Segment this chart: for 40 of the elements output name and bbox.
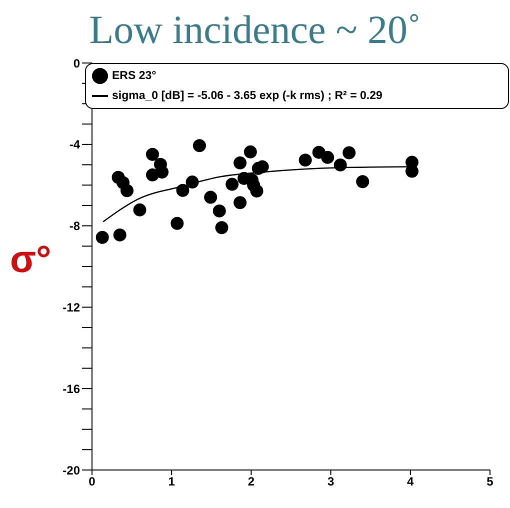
chart-title: Low incidence ~ 20˚ xyxy=(88,6,422,54)
point xyxy=(186,176,199,189)
point xyxy=(192,139,206,152)
point xyxy=(356,175,370,188)
x-tick-label: 1 xyxy=(168,474,176,489)
point xyxy=(244,145,257,158)
point xyxy=(234,156,247,170)
point xyxy=(250,184,264,198)
legend-label: ERS 23° xyxy=(112,70,156,82)
legend-label: sigma_0 [dB] = -5.06 - 3.65 exp (-k rms) ; R² = 0.29 xyxy=(112,90,382,102)
point xyxy=(334,158,347,172)
point xyxy=(298,154,312,167)
point xyxy=(176,184,190,197)
x-tick-label: 4 xyxy=(407,474,414,489)
x-tick-label: 2 xyxy=(248,474,255,489)
point xyxy=(113,228,126,242)
point xyxy=(146,168,159,182)
point xyxy=(342,146,356,160)
point xyxy=(120,184,134,198)
point xyxy=(405,164,418,178)
y-tick-label: -12 xyxy=(62,300,80,314)
x-tick-label: 0 xyxy=(88,474,96,489)
point xyxy=(234,196,247,210)
point xyxy=(215,221,228,234)
y-tick-label: 0 xyxy=(73,56,80,70)
point xyxy=(96,230,109,244)
x-tick-label: 5 xyxy=(486,474,494,489)
point xyxy=(212,204,226,218)
point xyxy=(170,216,184,230)
y-tick-label: -8 xyxy=(69,219,80,234)
point xyxy=(133,203,146,216)
point xyxy=(226,178,239,191)
y-tick-label: -20 xyxy=(62,463,80,478)
x-tick-label: 3 xyxy=(327,474,334,489)
point xyxy=(204,190,218,204)
y-tick-label: -16 xyxy=(62,382,80,396)
point xyxy=(321,150,334,164)
point xyxy=(146,148,159,161)
y-tick-label: -4 xyxy=(69,138,80,152)
y-axis-title: σ° xyxy=(10,238,52,282)
